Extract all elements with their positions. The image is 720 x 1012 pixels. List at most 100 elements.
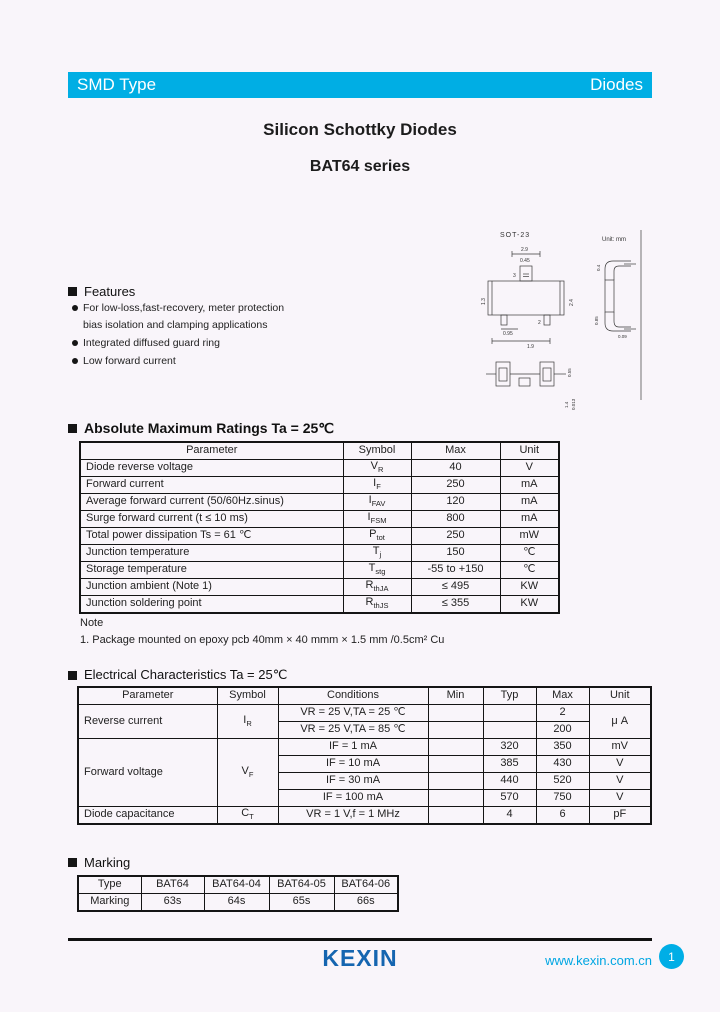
pin3-label: 3 [513, 273, 516, 279]
cell-symbol: Tj [342, 544, 412, 562]
cell-type: BAT64 [140, 875, 205, 894]
dim-foot-label: 0.013 [571, 398, 576, 410]
cell-min [427, 789, 484, 807]
cell-typ: 570 [482, 789, 537, 807]
symbol-main: I [368, 494, 372, 507]
cell-unit: mA [499, 493, 560, 511]
col-symbol: Symbol [216, 686, 279, 705]
symbol-sub: stg [375, 567, 386, 577]
page-subtitle: BAT64 series [309, 158, 411, 175]
cell-parameter: Junction ambient (Note 1) [79, 578, 344, 596]
feature-text: Low forward current [83, 355, 176, 367]
cell-marking: 65s [268, 893, 335, 912]
symbol-main: I [243, 713, 247, 726]
cell-min [427, 772, 484, 790]
cell-unit: ℃ [499, 544, 560, 562]
cell-max: 800 [410, 510, 501, 528]
cell-parameter: Junction temperature [79, 544, 344, 562]
col-max: Max [410, 441, 501, 460]
table-row: Diode capacitance CT VR = 1 V,f = 1 MHz … [77, 806, 652, 825]
note-title: Note [80, 617, 104, 629]
cell-symbol: IFSM [342, 510, 412, 528]
col-parameter: Parameter [77, 686, 218, 705]
table-row: IF = 30 mA 440 520 V [78, 772, 652, 790]
cell-min [427, 738, 484, 756]
cell-parameter: Junction soldering point [79, 595, 344, 614]
cell-max: 120 [410, 493, 501, 511]
dim-standoff-label: 0.09 [618, 334, 627, 339]
symbol-main: I [373, 477, 377, 490]
table-header-row: Parameter Symbol Max Unit [79, 441, 560, 460]
feature-text: bias isolation and clamping applications [83, 319, 268, 331]
feature-item: Integrated diffused guard ring [72, 337, 220, 349]
table-row: Diode reverse voltage VR 40 V [79, 459, 560, 477]
cell-parameter: Reverse current [77, 704, 218, 739]
cell-min [427, 755, 484, 773]
abs-max-table: Parameter Symbol Max Unit Diode reverse … [79, 441, 560, 614]
cell-typ [482, 704, 537, 722]
section-square-icon [68, 858, 77, 867]
dim-pitch-label: 0.95 [503, 331, 513, 337]
symbol-sub: F [248, 770, 254, 780]
cell-max: 750 [535, 789, 590, 807]
cell-max: 250 [410, 476, 501, 494]
cell-condition: IF = 100 mA [277, 789, 429, 807]
header-bar: SMD Type Diodes [68, 72, 652, 98]
table-header-row: Parameter Symbol Conditions Min Typ Max … [77, 686, 652, 705]
symbol-main: R [365, 596, 374, 609]
feature-item-continuation: bias isolation and clamping applications [83, 319, 267, 331]
cell-max: 6 [535, 806, 590, 825]
elec-heading: Electrical Characteristics Ta = 25℃ [68, 667, 287, 683]
feature-text: Integrated diffused guard ring [83, 337, 220, 349]
table-row: Forward voltage VF IF = 1 mA 320 350 mV [77, 738, 652, 807]
cell-marking: 64s [203, 893, 270, 912]
cell-max: ≤ 355 [410, 595, 501, 614]
cell-condition: IF = 10 mA [277, 755, 429, 773]
features-heading: Features [68, 284, 135, 299]
table-row: Junction soldering point RthJS ≤ 355 KW [79, 595, 560, 614]
dim-pad-width-label: 0.55 [567, 368, 572, 377]
cell-max: -55 to +150 [410, 561, 501, 579]
symbol-sub: FSM [370, 516, 387, 526]
table-row: Junction temperature Tj 150 ℃ [79, 544, 560, 562]
symbol-main: C [241, 807, 250, 820]
cell-max: 150 [410, 544, 501, 562]
col-symbol: Symbol [342, 441, 412, 460]
marking-table: Type BAT64 BAT64-04 BAT64-05 BAT64-06 Ma… [77, 875, 399, 912]
cell-max: ≤ 495 [410, 578, 501, 596]
website-link[interactable]: www.kexin.com.cn [545, 953, 652, 968]
cell-parameter: Diode reverse voltage [79, 459, 344, 477]
symbol-sub: j [379, 550, 382, 560]
abs-max-heading-label: Absolute Maximum Ratings Ta = 25℃ [84, 420, 335, 436]
page-number-badge: 1 [659, 944, 684, 969]
header-left-label: SMD Type [77, 75, 157, 94]
cell-parameter: Total power dissipation Ts = 61 ℃ [79, 527, 344, 545]
cell-marking: 66s [333, 893, 399, 912]
cell-symbol: VR [342, 459, 412, 477]
cell-typ: 4 [482, 806, 537, 825]
col-conditions: Conditions [277, 686, 429, 705]
cell-marking-label: Marking [77, 893, 142, 912]
dim-span-label: 1.9 [527, 344, 534, 350]
dim-pad-pitch-label: 1.4 [564, 401, 569, 408]
symbol-main: I [367, 511, 371, 524]
footer-rule [68, 938, 652, 941]
features-heading-label: Features [84, 284, 136, 299]
col-unit: Unit [499, 441, 560, 460]
symbol-main: T [368, 562, 376, 575]
cell-unit: V [588, 755, 652, 773]
cell-min [427, 806, 484, 825]
cell-unit: μ A [588, 704, 652, 739]
symbol-sub: F [376, 482, 381, 492]
feature-item: Low forward current [72, 355, 176, 367]
dim-lead-bottom-label: 0.85 [594, 316, 599, 325]
cell-symbol: IFAV [342, 493, 412, 511]
cell-unit: mA [499, 476, 560, 494]
col-min: Min [427, 686, 484, 705]
bullet-icon [72, 340, 78, 346]
table-row: Reverse current IR VR = 25 V,TA = 25 ℃ 2… [77, 704, 652, 739]
feature-item: For low-loss,fast-recovery, meter protec… [72, 302, 284, 314]
dim-total-height-label: 2.4 [569, 299, 575, 306]
cell-max: 350 [535, 738, 590, 756]
